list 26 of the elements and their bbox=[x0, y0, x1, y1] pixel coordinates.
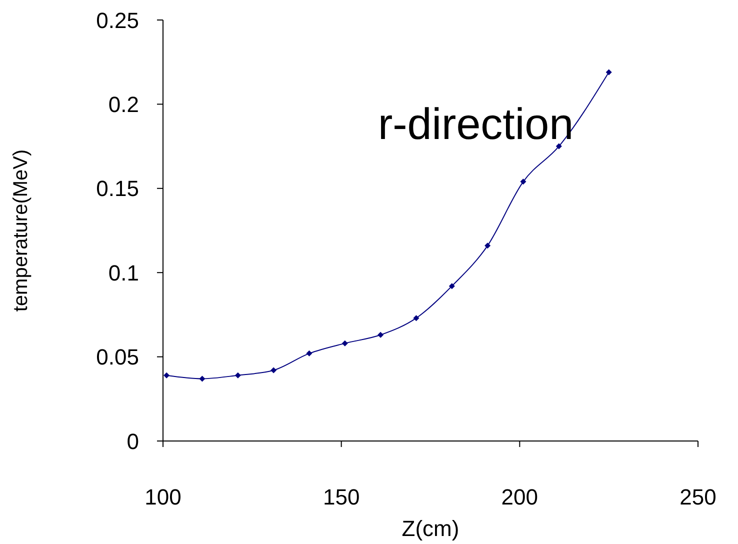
y-tick-label: 0.05 bbox=[96, 344, 139, 370]
point bbox=[484, 242, 491, 249]
y-tick-label: 0.25 bbox=[96, 8, 139, 33]
point bbox=[378, 332, 384, 338]
annotation: r-direction bbox=[378, 100, 574, 150]
point bbox=[164, 372, 170, 378]
point bbox=[306, 350, 312, 356]
point bbox=[556, 143, 562, 150]
y-axis-title: temperature(MeV) bbox=[10, 149, 32, 312]
point bbox=[606, 69, 612, 76]
x-tick-label: 250 bbox=[680, 484, 716, 510]
point bbox=[234, 372, 241, 378]
y-tick-label: 0.1 bbox=[108, 260, 139, 286]
x-tick-label: 200 bbox=[501, 484, 538, 510]
point bbox=[520, 178, 526, 185]
y-tick-label: 0 bbox=[126, 428, 139, 454]
y-tick-label: 0.15 bbox=[96, 176, 139, 202]
x-axis-title: Z(cm) bbox=[402, 516, 460, 541]
y-tick-label: 0.2 bbox=[108, 92, 139, 118]
point bbox=[270, 367, 277, 374]
point bbox=[413, 315, 420, 322]
x-tick-label: 100 bbox=[144, 484, 182, 510]
point bbox=[199, 376, 206, 382]
x-tick-label: 150 bbox=[322, 484, 360, 510]
point bbox=[448, 283, 455, 290]
point bbox=[342, 340, 348, 346]
